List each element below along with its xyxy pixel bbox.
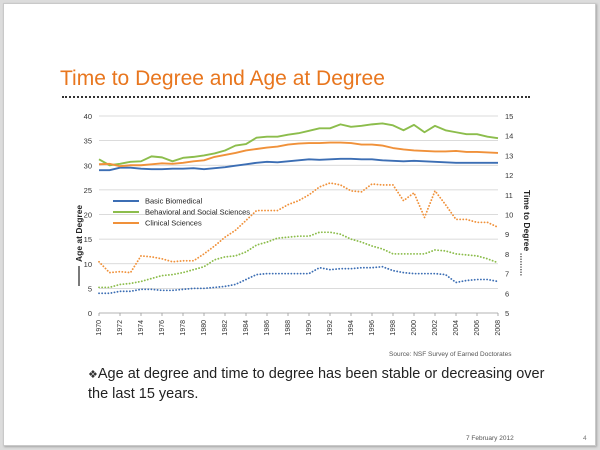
x-tick-label: 2002 xyxy=(432,320,439,336)
x-tick-label: 1970 xyxy=(96,320,103,336)
series-line-age-at-degree-clinical-sciences xyxy=(98,141,499,168)
x-tick-label: 1982 xyxy=(222,320,229,336)
y-right-tick-label: 12 xyxy=(505,171,513,180)
slide: Time to Degree and Age at Degree Source:… xyxy=(3,3,596,446)
x-tick-label: 1974 xyxy=(138,320,145,336)
diamond-bullet-icon: ❖ xyxy=(88,369,98,381)
x-tick-label: 1978 xyxy=(180,320,187,336)
series-line-time-to-degree-clinical-sciences xyxy=(98,182,499,274)
y-right-tick-label: 6 xyxy=(505,289,509,298)
y-left-tick-label: 0 xyxy=(88,309,92,318)
y-right-tick-label: 5 xyxy=(505,309,509,318)
legend-label: Behavioral and Social Sciences xyxy=(145,208,250,217)
y-right-tick-label: 13 xyxy=(505,151,513,160)
x-tick-label: 2006 xyxy=(474,320,481,336)
x-tick-label: 1976 xyxy=(159,320,166,336)
x-tick-label: 1998 xyxy=(390,320,397,336)
y-right-tick-label: 10 xyxy=(505,211,513,220)
x-tick-label: 1980 xyxy=(201,320,208,336)
y-left-tick-label: 5 xyxy=(88,284,92,293)
legend-label: Clinical Sciences xyxy=(145,219,202,228)
x-tick-label: 1994 xyxy=(348,320,355,336)
series-line-time-to-degree-behavioral-and-social-sciences xyxy=(98,231,499,289)
y-left-tick-label: 10 xyxy=(84,260,92,269)
footer-date: 7 February 2012 xyxy=(466,435,514,442)
x-tick-label: 2004 xyxy=(453,320,460,336)
y-right-tick-label: 14 xyxy=(505,132,513,141)
y-right-tick-label: 8 xyxy=(505,250,509,259)
y-left-axis-title: Age at Degree xyxy=(74,205,84,262)
x-tick-label: 1986 xyxy=(264,320,271,336)
title-divider xyxy=(62,96,530,98)
y-left-tick-label: 15 xyxy=(84,235,92,244)
x-tick-label: 1992 xyxy=(327,320,334,336)
y-right-tick-label: 7 xyxy=(505,270,509,279)
y-right-axis-title: Time to Degree xyxy=(522,190,532,252)
y-left-tick-label: 30 xyxy=(84,161,92,170)
series-line-age-at-degree-behavioral-and-social-sciences xyxy=(98,122,499,167)
bullet-point: ❖Age at degree and time to degree has be… xyxy=(88,365,548,404)
chart-source: Source: NSF Survey of Earned Doctorates xyxy=(389,351,512,358)
y-right-tick-label: 11 xyxy=(505,191,513,200)
y-left-tick-label: 25 xyxy=(84,186,92,195)
y-right-tick-label: 15 xyxy=(505,112,513,121)
bullet-text: Age at degree and time to degree has bee… xyxy=(88,366,545,402)
y-left-tick-label: 35 xyxy=(84,137,92,146)
slide-title: Time to Degree and Age at Degree xyxy=(60,67,385,90)
x-tick-label: 1996 xyxy=(369,320,376,336)
series-line-time-to-degree-basic-biomedical xyxy=(98,265,499,295)
page-number: 4 xyxy=(583,435,587,442)
x-tick-label: 1988 xyxy=(285,320,292,336)
x-tick-label: 1972 xyxy=(117,320,124,336)
x-tick-label: 2000 xyxy=(411,320,418,336)
legend-label: Basic Biomedical xyxy=(145,197,202,206)
x-tick-label: 1990 xyxy=(306,320,313,336)
x-tick-label: 1984 xyxy=(243,320,250,336)
y-left-tick-label: 40 xyxy=(84,112,92,121)
series-line-age-at-degree-basic-biomedical xyxy=(99,157,498,172)
y-left-tick-label: 20 xyxy=(84,211,92,220)
y-right-tick-label: 9 xyxy=(505,230,509,239)
x-tick-label: 2008 xyxy=(495,320,502,336)
